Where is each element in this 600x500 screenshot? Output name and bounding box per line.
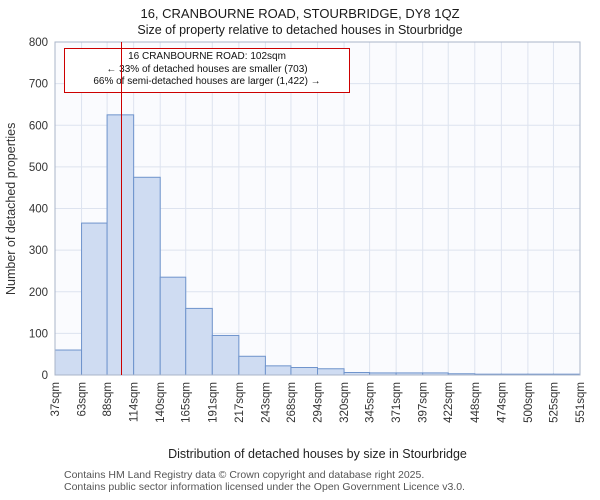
chart-subtitle: Size of property relative to detached ho… (137, 23, 463, 37)
x-tick-label: 294sqm (313, 382, 325, 423)
histogram-bar (238, 355, 266, 376)
x-tick-label: 140sqm (155, 382, 167, 423)
y-tick-label: 500 (29, 162, 48, 174)
histogram-bar (159, 276, 187, 376)
chart-title: 16, CRANBOURNE ROAD, STOURBRIDGE, DY8 1Q… (140, 6, 460, 21)
x-tick-label: 268sqm (286, 382, 298, 423)
marker-line (120, 42, 123, 375)
y-tick-label: 0 (42, 370, 48, 382)
y-tick-label: 700 (29, 79, 48, 91)
histogram-bar (211, 334, 240, 376)
histogram-bar (54, 349, 83, 376)
y-tick-label: 400 (29, 204, 48, 216)
x-tick-label: 448sqm (470, 382, 482, 423)
x-tick-label: 371sqm (391, 382, 403, 423)
x-tick-label: 63sqm (77, 382, 89, 417)
x-tick-label: 525sqm (548, 382, 560, 423)
x-tick-label: 114sqm (129, 382, 141, 422)
x-tick-label: 217sqm (234, 382, 246, 423)
annotation-line3: 66% of semi-detached houses are larger (… (93, 76, 321, 87)
x-tick-label: 37sqm (50, 382, 62, 417)
x-tick-label: 88sqm (102, 382, 114, 417)
x-tick-label: 243sqm (260, 382, 272, 423)
y-tick-label: 600 (29, 120, 48, 132)
histogram-bar (185, 307, 213, 376)
plot-border (54, 41, 581, 376)
x-tick-label: 320sqm (339, 382, 351, 423)
footer-line1: Contains HM Land Registry data © Crown c… (64, 469, 425, 481)
x-tick-label: 500sqm (523, 382, 535, 423)
x-tick-label: 165sqm (181, 382, 193, 423)
x-tick-label: 345sqm (365, 382, 377, 423)
footer-line2: Contains public sector information licen… (64, 480, 465, 493)
histogram-bar (133, 176, 161, 376)
histogram-bar (81, 222, 108, 376)
x-tick-label: 422sqm (443, 382, 455, 423)
y-tick-label: 100 (29, 328, 48, 340)
y-tick-label: 300 (29, 245, 48, 257)
annotation-line1: 16 CRANBOURNE ROAD: 102sqm (128, 51, 286, 62)
annotation-line2: ← 33% of detached houses are smaller (70… (106, 63, 308, 75)
histogram-bar (264, 365, 292, 376)
histogram-bar (290, 367, 318, 376)
x-axis-title: Distribution of detached houses by size … (168, 447, 467, 461)
annotation-box: 16 CRANBOURNE ROAD: 102sqm ← 33% of deta… (64, 48, 350, 93)
attribution-footer: Contains HM Land Registry data © Crown c… (64, 469, 465, 493)
histogram-bar (317, 368, 345, 376)
y-tick-label: 800 (29, 37, 48, 49)
y-tick-label: 200 (29, 287, 48, 299)
x-tick-label: 191sqm (207, 382, 219, 423)
x-tick-label: 551sqm (575, 382, 587, 423)
x-tick-label: 474sqm (496, 382, 508, 423)
x-tick-label: 397sqm (418, 382, 430, 423)
